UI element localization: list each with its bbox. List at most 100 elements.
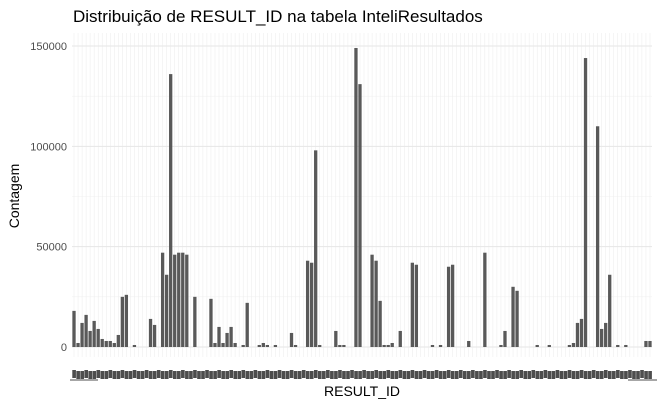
bar — [169, 74, 173, 347]
bar — [173, 254, 177, 347]
bar — [88, 330, 92, 347]
x-tick-label-mark — [253, 370, 258, 378]
bar — [165, 274, 169, 347]
x-tick-label-mark — [535, 371, 540, 379]
bar — [96, 328, 100, 347]
bar — [152, 324, 157, 347]
x-tick-label-mark — [322, 371, 326, 379]
bar — [567, 344, 572, 347]
x-tick-label-mark — [297, 371, 302, 379]
x-axis-title: RESULT_ID — [324, 383, 400, 399]
x-tick-label-mark — [414, 371, 419, 379]
chart-title: Distribuição de RESULT_ID na tabela Inte… — [73, 7, 483, 26]
x-tick-label-mark — [402, 371, 407, 379]
x-tick-label-mark — [80, 371, 84, 379]
bar — [354, 48, 358, 347]
x-tick-label-mark — [462, 371, 467, 379]
x-tick-label-mark — [358, 371, 362, 379]
grid-lines — [72, 33, 652, 357]
x-tick-label-mark — [233, 371, 238, 379]
x-tick-label-mark — [418, 371, 423, 379]
x-tick-label-mark — [398, 370, 403, 378]
x-tick-label-mark — [104, 371, 109, 379]
bar — [414, 264, 419, 347]
x-tick-label-mark — [193, 370, 197, 378]
bar — [386, 344, 390, 347]
x-tick-label-mark — [309, 371, 314, 379]
bar — [390, 342, 394, 347]
x-tick-label-mark — [587, 371, 592, 379]
x-tick-label-mark — [442, 371, 447, 379]
x-tick-label-mark — [88, 371, 93, 379]
x-tick-label-mark — [559, 371, 564, 379]
x-tick-label-mark — [438, 371, 443, 379]
x-tick-label-mark — [354, 371, 358, 379]
bar — [116, 334, 120, 347]
x-tick-label-mark — [430, 371, 435, 379]
bar — [314, 150, 318, 347]
x-tick-label-mark — [406, 371, 411, 379]
x-tick-label-mark — [467, 371, 471, 379]
x-tick-label-mark — [563, 371, 568, 379]
y-axis-title: Contagem — [6, 164, 22, 229]
bar — [410, 262, 414, 347]
bar — [511, 286, 515, 347]
x-tick-label-mark — [338, 370, 342, 378]
x-tick-label-mark — [140, 371, 145, 379]
x-tick-label-mark — [410, 370, 415, 378]
y-tick-label: 0 — [61, 342, 67, 354]
x-tick-label-mark — [612, 371, 616, 379]
bar — [595, 126, 600, 348]
bar — [233, 342, 237, 347]
x-tick-label-mark — [269, 371, 274, 379]
bar — [241, 344, 245, 347]
x-tick-label-mark — [374, 370, 379, 378]
x-tick-label-mark — [273, 371, 278, 379]
x-tick-label-mark — [632, 371, 636, 379]
x-tick-label-mark — [285, 371, 290, 379]
x-tick-label-mark — [209, 371, 213, 379]
x-tick-label-mark — [148, 371, 153, 379]
bar — [358, 84, 362, 347]
bar — [575, 322, 580, 347]
bar — [338, 344, 342, 347]
x-tick-label-mark — [221, 371, 225, 379]
x-tick-label-mark — [515, 371, 519, 379]
x-tick-label-mark — [644, 371, 648, 379]
bar — [257, 344, 261, 347]
x-tick-label-mark — [116, 371, 121, 379]
x-tick-label-mark — [346, 371, 350, 379]
x-tick-label-mark — [539, 371, 544, 379]
x-tick-label-mark — [289, 370, 294, 378]
x-tick-label-mark — [450, 371, 455, 379]
bar — [378, 300, 382, 347]
x-tick-label-mark — [281, 371, 286, 379]
bar — [450, 264, 455, 347]
bars — [72, 48, 652, 348]
bar — [579, 318, 584, 347]
bar — [229, 326, 233, 347]
x-tick-label-mark — [547, 371, 552, 379]
x-tick-label-mark — [132, 370, 137, 378]
x-tick-label-mark — [92, 371, 97, 379]
x-tick-label-mark — [595, 371, 600, 379]
bar — [160, 252, 165, 347]
x-tick-label-mark — [156, 370, 161, 378]
x-tick-label-mark — [237, 371, 242, 379]
x-tick-label-mark — [394, 371, 399, 379]
x-tick-label-mark — [571, 371, 576, 379]
bar — [193, 296, 197, 347]
x-tick-label-mark — [378, 371, 383, 379]
bar — [104, 340, 108, 347]
x-tick-label-mark — [197, 371, 201, 379]
bar — [503, 330, 507, 347]
bar — [334, 330, 338, 347]
x-tick-label-mark — [599, 371, 604, 379]
x-tick-label-mark — [112, 371, 117, 379]
x-tick-label-mark — [317, 371, 322, 379]
bar — [583, 58, 588, 347]
x-tick-label-mark — [124, 371, 129, 379]
x-tick-label-mark — [362, 370, 366, 378]
x-tick-label-mark — [108, 370, 113, 378]
bar — [648, 340, 652, 347]
